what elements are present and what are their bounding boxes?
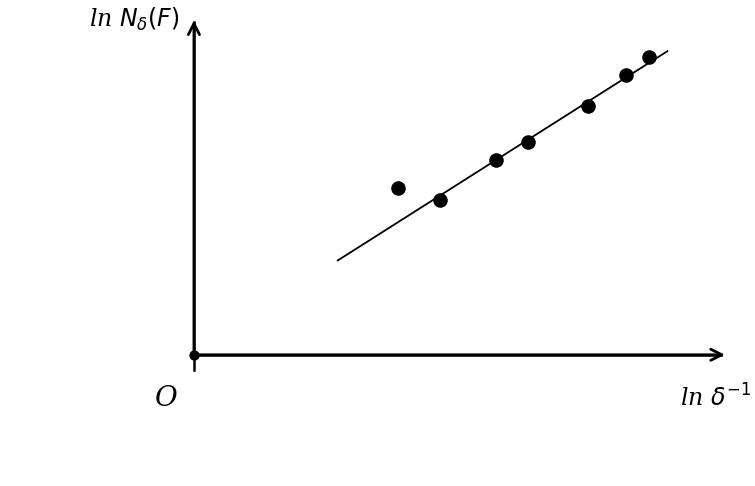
Point	[582, 102, 594, 109]
Point	[489, 156, 501, 164]
Point	[434, 196, 446, 204]
Text: O: O	[155, 385, 177, 412]
Point	[620, 71, 632, 79]
Text: ln $N_{\delta}(F)$: ln $N_{\delta}(F)$	[89, 6, 180, 33]
Point	[643, 53, 655, 61]
Point	[522, 138, 535, 146]
Point	[188, 351, 200, 359]
Point	[392, 184, 404, 191]
Text: ln $\delta^{-1}$: ln $\delta^{-1}$	[680, 384, 751, 411]
